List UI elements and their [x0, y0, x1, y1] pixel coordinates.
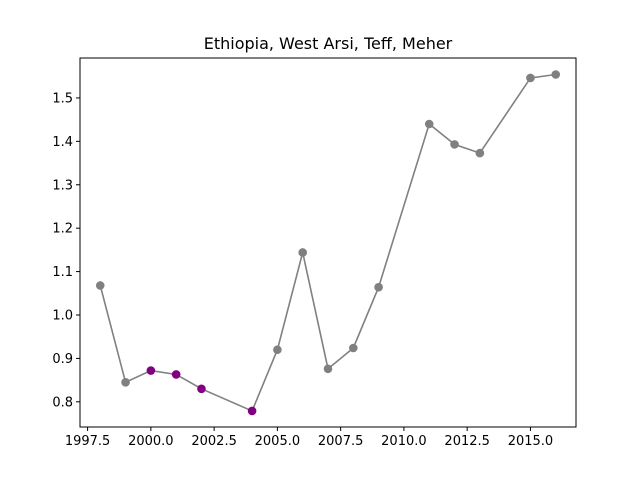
data-point	[323, 364, 333, 374]
y-tick-label: 1.1	[52, 265, 73, 280]
y-tick-label: 1.4	[52, 135, 73, 150]
data-point	[273, 345, 282, 355]
data-point	[526, 73, 535, 83]
series-line	[99, 73, 556, 413]
data-point	[146, 366, 156, 375]
chart-title: Ethiopia, West Arsi, Teff, Meher	[204, 34, 453, 53]
x-tick-label: 2002.5	[191, 434, 237, 449]
x-tick-label: 2005.0	[255, 434, 301, 449]
x-tick-label: 1997.5	[65, 434, 111, 449]
data-point	[247, 406, 257, 416]
data-point	[197, 384, 206, 394]
x-tick-label: 2000.0	[128, 434, 174, 449]
data-point	[374, 282, 383, 292]
y-tick-label: 1.5	[52, 91, 73, 106]
data-point	[95, 281, 105, 290]
y-tick-label: 1.2	[52, 222, 73, 237]
data-point	[450, 140, 459, 149]
y-tick-label: 0.8	[52, 395, 73, 410]
data-point	[475, 148, 485, 158]
plot-frame	[79, 57, 577, 428]
x-tick-label: 2012.5	[444, 434, 490, 449]
plot-area: 1997.5 2000.0 2002.5 2005.0 2007.5 2010.0 2012…	[52, 70, 561, 449]
data-point	[171, 370, 181, 379]
y-tick-label: 1.3	[52, 178, 73, 193]
x-tick-label: 2015.0	[508, 434, 554, 449]
data-point	[298, 248, 307, 257]
y-tick-label: 0.9	[52, 352, 73, 367]
x-tick-label: 2007.5	[318, 434, 364, 449]
y-tick-label: 1.0	[52, 308, 73, 323]
data-point	[349, 343, 358, 353]
data-point	[551, 70, 561, 79]
data-point	[424, 119, 434, 129]
data-point	[121, 377, 130, 387]
x-tick-label: 2010.0	[381, 434, 427, 449]
